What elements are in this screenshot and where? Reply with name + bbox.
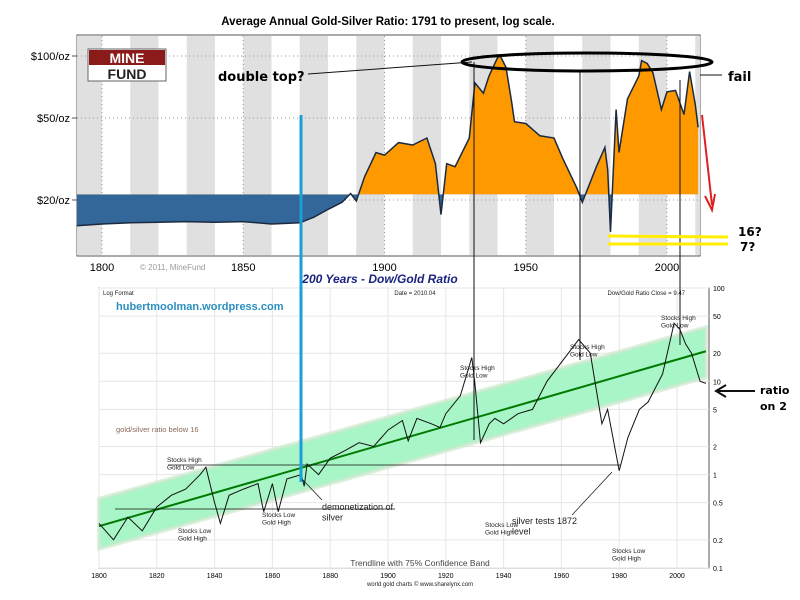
label-line: Gold High (178, 535, 207, 542)
label-sl-gh-1932: Stocks Low Gold High (485, 522, 519, 536)
label-line: demonetization of (322, 502, 394, 512)
header-left: Log Format (103, 291, 134, 297)
label-line: Stocks Low (485, 522, 519, 529)
y-tick-label: 2 (713, 445, 717, 452)
x-tick-label: 1980 (611, 573, 627, 580)
watermark: hubertmoolman.wordpress.com (116, 301, 284, 313)
y-tick-label: 1 (713, 473, 717, 480)
label-sh-gl-1999: Stocks High Gold Low (661, 315, 696, 329)
source-note: world gold charts © www.sharelynx.com (366, 581, 473, 588)
double-top-label: double top? (218, 70, 305, 85)
y-tick-label: 50 (713, 314, 721, 321)
label-line: Stocks High (167, 457, 202, 464)
y-tick-label: $100/oz (31, 51, 70, 63)
double-top-ellipse (460, 51, 714, 73)
label-line: silver (322, 512, 343, 522)
silver-tests-label: silver tests 1872 level (512, 516, 577, 536)
x-tick-label: 1800 (90, 262, 114, 274)
label-7: 7? (740, 240, 755, 254)
dow-gold-series-line (98, 322, 707, 541)
ratio-note: ratio on 2 (760, 384, 790, 413)
decade-band (356, 36, 385, 255)
x-tick-label: 1950 (514, 262, 538, 274)
x-tick-label: 1880 (322, 573, 338, 580)
ratio-arrowhead-icon (714, 384, 727, 398)
label-line: Gold Low (570, 351, 598, 358)
label-line: Stocks High (570, 344, 605, 351)
label-line: Stocks Low (612, 548, 646, 555)
bottom-chart-title: 200 Years - Dow/Gold Ratio (301, 272, 457, 286)
x-tick-label: 2000 (655, 262, 679, 274)
ratio-note-line2: on 2 (760, 400, 787, 413)
x-tick-label: 1800 (91, 573, 107, 580)
demonetization-pointer (302, 479, 323, 501)
header-right: Dow/Gold Ratio Close = 9.47 (607, 291, 685, 297)
header-center: Date = 2010.04 (394, 291, 436, 297)
y-tick-label: 0.1 (713, 566, 723, 573)
chart-annotations: gold/silver ratio below 16 Stocks Low Gol… (115, 315, 696, 562)
below-baseline-area (77, 194, 699, 232)
x-tick-label: 1900 (372, 262, 396, 274)
silver-tests-pointer (571, 471, 613, 516)
y-tick-label: 0.2 (713, 538, 723, 545)
label-line: Gold Low (661, 322, 689, 329)
dow-gold-ratio-chart: 200 Years - Dow/Gold Ratio 100 50 20 10 5 2 1 0… (91, 272, 725, 588)
x-tick-label: 1920 (438, 573, 454, 580)
label-line: Stocks High (661, 315, 696, 322)
x-tick-label: 1860 (265, 573, 281, 580)
y-tick-label: $20/oz (37, 195, 70, 207)
label-16: 16? (738, 225, 762, 239)
red-arrowhead-icon (704, 193, 716, 214)
gold-silver-ratio-chart: Average Annual Gold-Silver Ratio: 1791 t… (31, 16, 701, 274)
x-tick-label: 2000 (669, 573, 685, 580)
above-baseline-area (349, 56, 699, 195)
label-line: Gold High (485, 529, 514, 536)
red-down-arrow (701, 114, 713, 206)
label-line: Stocks Low (178, 528, 212, 535)
copyright: © 2011, MineFund (140, 263, 205, 272)
label-sh-gl-1837: Stocks High Gold Low (167, 457, 202, 471)
fail-label: fail (728, 70, 751, 85)
x-tick-label: 1840 (207, 573, 223, 580)
label-line: Gold High (612, 555, 641, 562)
gold-silver-below-16-label: gold/silver ratio below 16 (116, 425, 199, 434)
y-tick-label: 100 (713, 286, 725, 293)
logo-text-bottom: FUND (108, 66, 147, 82)
ratio-note-line1: ratio (760, 384, 790, 397)
x-tick-label: 1820 (149, 573, 165, 580)
label-sl-gh-1860: Stocks Low Gold High (262, 512, 296, 526)
trendline (98, 350, 707, 528)
label-sl-gh-1842: Stocks Low Gold High (178, 528, 212, 542)
label-line: Stocks High (460, 365, 495, 372)
x-tick-label: 1960 (554, 573, 570, 580)
x-tick-label: 1900 (380, 573, 396, 580)
label-line: level (512, 526, 531, 536)
yellow-line-16 (607, 234, 729, 239)
y-tick-label: 0.5 (713, 501, 723, 508)
y-tick-label: 10 (713, 379, 721, 386)
label-line: Stocks Low (262, 512, 296, 519)
label-line: Gold Low (167, 464, 195, 471)
ratio-series-line (76, 54, 699, 232)
y-tick-label: 20 (713, 351, 721, 358)
decade-band (582, 36, 611, 255)
decade-band (299, 36, 328, 255)
double-top-arrow (307, 61, 473, 75)
overlay-annotations: double top? fail 16? 7? ratio on 2 (218, 51, 790, 482)
y-tick-label: $50/oz (37, 113, 70, 125)
label-line: Gold High (262, 519, 291, 526)
demonetization-label: demonetization of silver (322, 502, 394, 522)
footer-note: Trendline with 75% Confidence Band (350, 558, 490, 568)
minefund-logo: MINE FUND (87, 48, 167, 82)
label-sh-gl-1966: Stocks High Gold Low (570, 344, 605, 358)
label-sl-gh-1980: Stocks Low Gold High (612, 548, 646, 562)
x-tick-label: 1940 (496, 573, 512, 580)
x-tick-label: 1850 (231, 262, 255, 274)
logo-text-top: MINE (110, 50, 145, 66)
label-line: silver tests 1872 (512, 516, 577, 526)
top-chart-title: Average Annual Gold-Silver Ratio: 1791 t… (221, 16, 554, 28)
y-tick-label: 5 (713, 407, 717, 414)
